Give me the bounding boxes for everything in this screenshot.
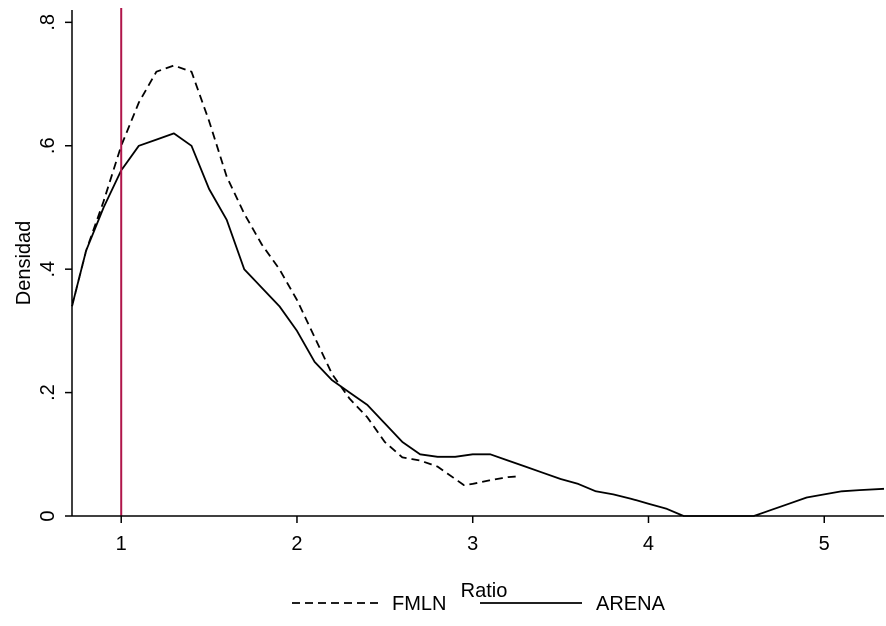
legend-label-arena: ARENA [596,593,666,615]
x-tick-label: 3 [467,533,478,555]
plot-area [71,8,885,517]
x-tick-label: 2 [291,533,302,555]
y-tick-label: .6 [37,137,59,154]
series-line-arena [71,132,885,517]
x-axis-title: Ratio [461,580,508,602]
axes: 0 .2 .4 .6 .8 1 2 3 4 5 [37,10,884,555]
y-tick-label: .8 [37,14,59,31]
x-tick-label: 5 [819,533,830,555]
y-axis-title: Densidad [13,221,35,306]
legend-label-fmln: FMLN [392,593,446,615]
y-tick-label: .4 [37,261,59,278]
series-line-fmln [71,64,517,487]
legend: FMLN ARENA [292,593,666,615]
y-tick-label: .2 [37,384,59,401]
x-tick-label: 4 [643,533,654,555]
y-tick-label: 0 [37,510,59,521]
x-tick-label: 1 [116,533,127,555]
